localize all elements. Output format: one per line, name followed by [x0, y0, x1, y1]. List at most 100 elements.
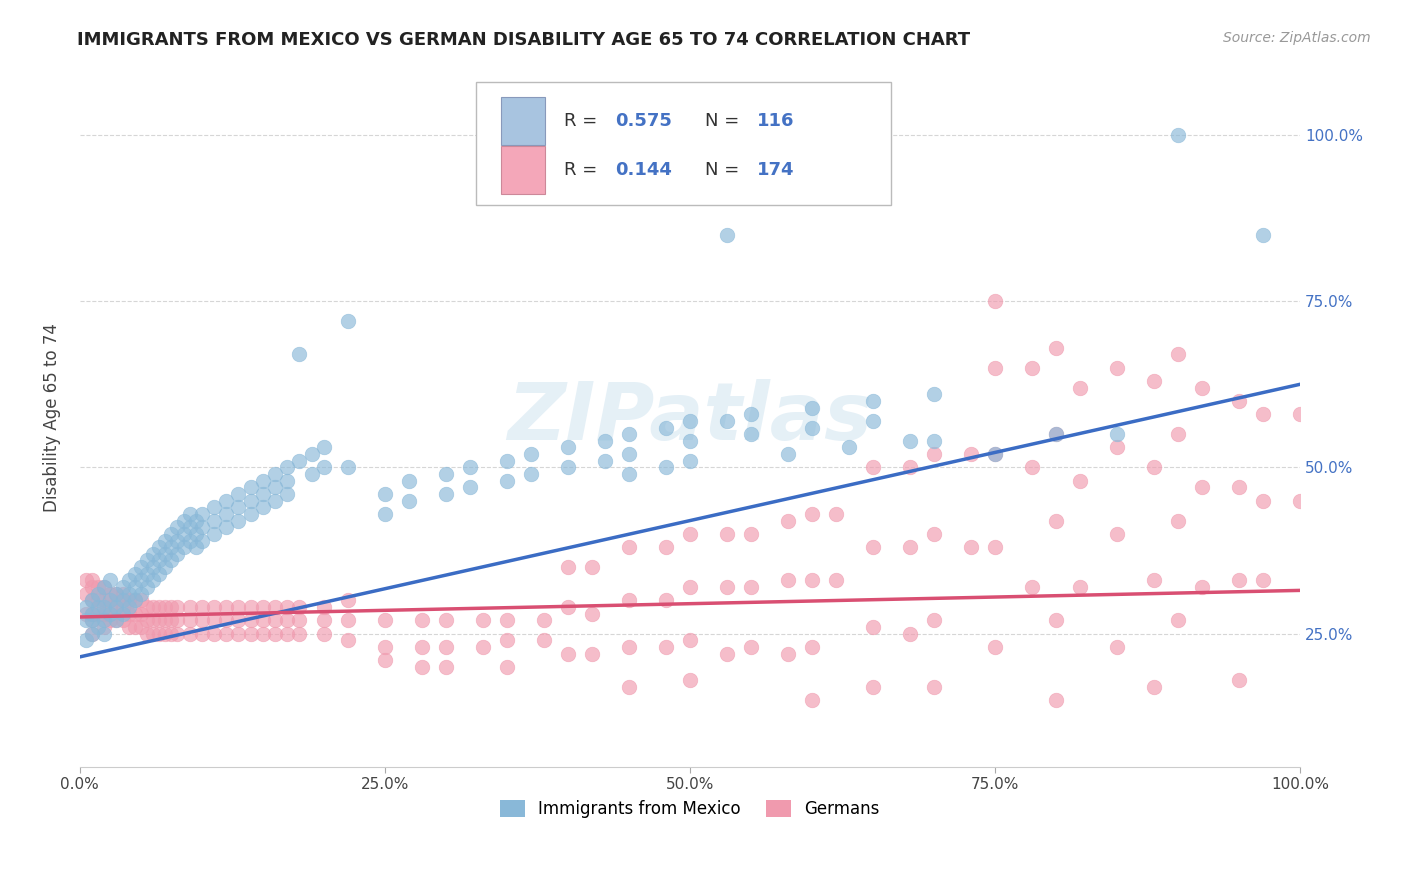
Point	[654, 540, 676, 554]
Point	[617, 427, 640, 442]
Point	[838, 441, 860, 455]
Point	[252, 500, 274, 515]
Point	[959, 540, 981, 554]
Point	[155, 547, 177, 561]
Point	[80, 593, 103, 607]
Point	[228, 500, 250, 515]
FancyBboxPatch shape	[501, 145, 544, 194]
Point	[716, 414, 738, 428]
Point	[1069, 474, 1091, 488]
Point	[1021, 580, 1043, 594]
Point	[496, 660, 519, 674]
Text: ZIPatlas: ZIPatlas	[508, 378, 873, 457]
Point	[862, 620, 884, 634]
Point	[80, 607, 103, 621]
Point	[252, 474, 274, 488]
Point	[800, 420, 823, 434]
Point	[411, 660, 433, 674]
Point	[118, 607, 141, 621]
Point	[228, 626, 250, 640]
Point	[301, 447, 323, 461]
Point	[136, 600, 159, 615]
Point	[155, 626, 177, 640]
Point	[100, 600, 122, 615]
Point	[105, 613, 128, 627]
Point	[105, 587, 128, 601]
Point	[276, 460, 298, 475]
Point	[105, 600, 128, 615]
Point	[166, 600, 188, 615]
Point	[111, 600, 134, 615]
Point	[581, 560, 603, 574]
Point	[148, 540, 170, 554]
Point	[1045, 427, 1067, 442]
Point	[93, 626, 115, 640]
Point	[166, 533, 188, 548]
Point	[239, 507, 262, 521]
Point	[984, 447, 1007, 461]
Point	[75, 613, 97, 627]
Point	[471, 640, 494, 654]
Point	[142, 547, 165, 561]
Point	[557, 441, 579, 455]
Point	[1069, 580, 1091, 594]
Text: 0.144: 0.144	[616, 161, 672, 178]
Point	[100, 607, 122, 621]
Point	[80, 626, 103, 640]
Point	[581, 607, 603, 621]
Point	[434, 467, 457, 481]
Point	[496, 474, 519, 488]
Point	[184, 527, 207, 541]
Point	[87, 587, 110, 601]
Point	[1105, 527, 1128, 541]
Point	[173, 540, 195, 554]
Point	[922, 527, 945, 541]
Point	[984, 540, 1007, 554]
Legend: Immigrants from Mexico, Germans: Immigrants from Mexico, Germans	[494, 793, 886, 824]
Point	[1105, 427, 1128, 442]
Point	[276, 487, 298, 501]
Point	[215, 613, 238, 627]
Point	[111, 613, 134, 627]
Point	[100, 593, 122, 607]
Point	[617, 640, 640, 654]
Text: R =: R =	[564, 161, 603, 178]
Point	[922, 387, 945, 401]
Point	[312, 600, 335, 615]
Point	[1142, 680, 1164, 694]
Point	[239, 600, 262, 615]
Point	[129, 574, 152, 588]
Point	[557, 460, 579, 475]
Point	[1142, 574, 1164, 588]
Point	[191, 626, 214, 640]
Point	[136, 626, 159, 640]
Point	[93, 580, 115, 594]
Point	[173, 514, 195, 528]
Point	[862, 540, 884, 554]
Point	[411, 640, 433, 654]
Point	[202, 600, 225, 615]
Point	[215, 626, 238, 640]
Point	[679, 527, 702, 541]
Point	[520, 467, 543, 481]
Point	[136, 580, 159, 594]
Point	[215, 520, 238, 534]
Point	[215, 600, 238, 615]
Point	[679, 454, 702, 468]
Point	[740, 427, 762, 442]
Point	[825, 507, 848, 521]
Point	[312, 626, 335, 640]
Point	[80, 607, 103, 621]
Point	[800, 640, 823, 654]
Point	[1045, 693, 1067, 707]
Point	[252, 487, 274, 501]
Point	[75, 587, 97, 601]
Point	[75, 633, 97, 648]
Point	[155, 613, 177, 627]
Point	[239, 613, 262, 627]
Point	[776, 574, 799, 588]
Point	[434, 613, 457, 627]
Point	[312, 441, 335, 455]
Point	[496, 454, 519, 468]
Point	[239, 626, 262, 640]
